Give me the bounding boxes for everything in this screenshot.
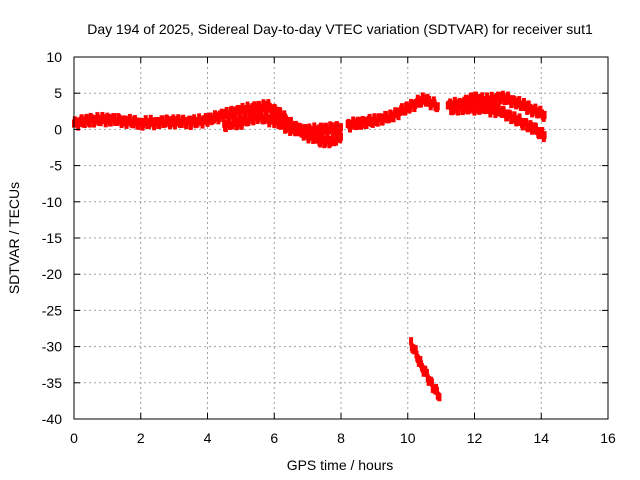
data-point <box>429 378 434 387</box>
data-point <box>176 114 181 123</box>
data-point <box>254 109 259 118</box>
data-point <box>333 137 338 146</box>
data-point <box>542 131 547 140</box>
data-point <box>512 111 517 120</box>
data-point <box>508 110 513 119</box>
data-point <box>264 106 269 114</box>
data-point <box>252 101 257 110</box>
data-series <box>72 90 547 402</box>
y-tick-label: -10 <box>42 194 62 210</box>
series-sdtvar-band-5 <box>449 100 547 143</box>
data-point <box>451 106 456 115</box>
y-tick-label: -30 <box>42 339 62 355</box>
data-point <box>542 110 547 119</box>
data-point <box>82 119 87 128</box>
data-point <box>224 107 229 116</box>
x-tick-label: 0 <box>70 430 78 446</box>
axis-ticks: 0 2 4 6 8 10 12 14 16 10 5 0 -5 -10 -15 -20 -25 -30 -35 -40 <box>42 49 616 446</box>
data-point <box>434 387 439 395</box>
data-point <box>517 113 522 122</box>
chart-title: Day 194 of 2025, Sidereal Day-to-day VTE… <box>87 21 593 37</box>
data-point <box>418 356 423 365</box>
data-point <box>303 123 308 132</box>
y-axis-label: SDTVAR / TECUs <box>6 182 22 294</box>
series-sdtvar-band-3 <box>345 92 440 133</box>
data-point <box>246 117 251 126</box>
data-point <box>227 117 232 126</box>
data-point <box>251 117 256 126</box>
y-tick-label: 5 <box>54 85 62 101</box>
data-point <box>472 107 477 116</box>
data-point <box>79 114 84 123</box>
data-point <box>171 114 176 123</box>
y-tick-label: -5 <box>50 158 63 174</box>
data-point <box>228 111 233 120</box>
data-point <box>107 114 112 123</box>
data-point <box>203 113 208 122</box>
x-tick-label: 2 <box>137 430 145 446</box>
y-tick-label: 0 <box>54 121 62 137</box>
data-point <box>299 129 304 138</box>
x-tick-label: 16 <box>600 430 616 446</box>
data-point <box>520 122 525 131</box>
data-point <box>362 116 367 125</box>
data-point <box>339 132 343 141</box>
data-point <box>367 113 372 122</box>
data-point <box>87 119 92 128</box>
data-point <box>291 122 296 131</box>
data-point <box>485 92 490 101</box>
x-tick-label: 8 <box>337 430 345 446</box>
data-point <box>318 139 323 148</box>
data-point <box>131 120 136 129</box>
data-point <box>179 120 184 128</box>
data-point <box>540 127 545 136</box>
data-point <box>323 122 328 131</box>
y-tick-label: 10 <box>46 49 62 65</box>
x-axis-label: GPS time / hours <box>287 457 394 473</box>
data-point <box>355 121 360 130</box>
data-point <box>278 107 283 116</box>
data-point <box>273 105 278 114</box>
data-point <box>391 114 396 123</box>
x-tick-label: 14 <box>533 430 549 446</box>
x-tick-label: 10 <box>400 430 416 446</box>
data-point <box>339 123 343 132</box>
y-tick-label: -15 <box>42 230 62 246</box>
data-point <box>233 111 238 120</box>
data-point <box>409 337 414 346</box>
data-point <box>413 345 418 354</box>
series-sdtvar-band-2 <box>222 109 343 138</box>
data-point <box>375 118 380 127</box>
data-point <box>184 121 189 130</box>
y-tick-label: -25 <box>42 302 62 318</box>
data-point <box>424 369 429 377</box>
data-point <box>372 113 377 122</box>
data-point <box>472 95 477 104</box>
data-point <box>399 103 404 112</box>
data-point <box>437 393 442 402</box>
data-point <box>403 107 408 116</box>
y-tick-label: -35 <box>42 375 62 391</box>
data-point <box>517 96 522 105</box>
data-point <box>533 103 538 112</box>
data-point <box>230 121 235 130</box>
y-tick-label: -40 <box>42 411 62 427</box>
data-point <box>475 101 480 110</box>
data-point <box>112 113 117 122</box>
data-point <box>275 115 280 124</box>
x-tick-label: 4 <box>204 430 212 446</box>
data-point <box>127 113 132 122</box>
x-tick-label: 6 <box>270 430 278 446</box>
grid <box>74 57 608 419</box>
series-sdtvar-outlier <box>409 337 442 402</box>
data-point <box>435 102 440 111</box>
data-point <box>524 118 529 127</box>
y-tick-label: -20 <box>42 266 62 282</box>
x-tick-label: 12 <box>467 430 483 446</box>
